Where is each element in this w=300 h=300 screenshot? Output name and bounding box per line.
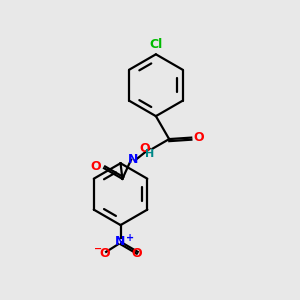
- Text: O: O: [99, 247, 110, 260]
- Text: N: N: [128, 153, 139, 166]
- Text: O: O: [91, 160, 101, 173]
- Text: N: N: [116, 235, 126, 248]
- Text: O: O: [140, 142, 150, 155]
- Text: +: +: [126, 233, 134, 243]
- Text: Cl: Cl: [149, 38, 163, 51]
- Text: −: −: [94, 243, 102, 253]
- Text: O: O: [131, 247, 142, 260]
- Text: O: O: [194, 131, 204, 144]
- Text: H: H: [145, 149, 154, 159]
